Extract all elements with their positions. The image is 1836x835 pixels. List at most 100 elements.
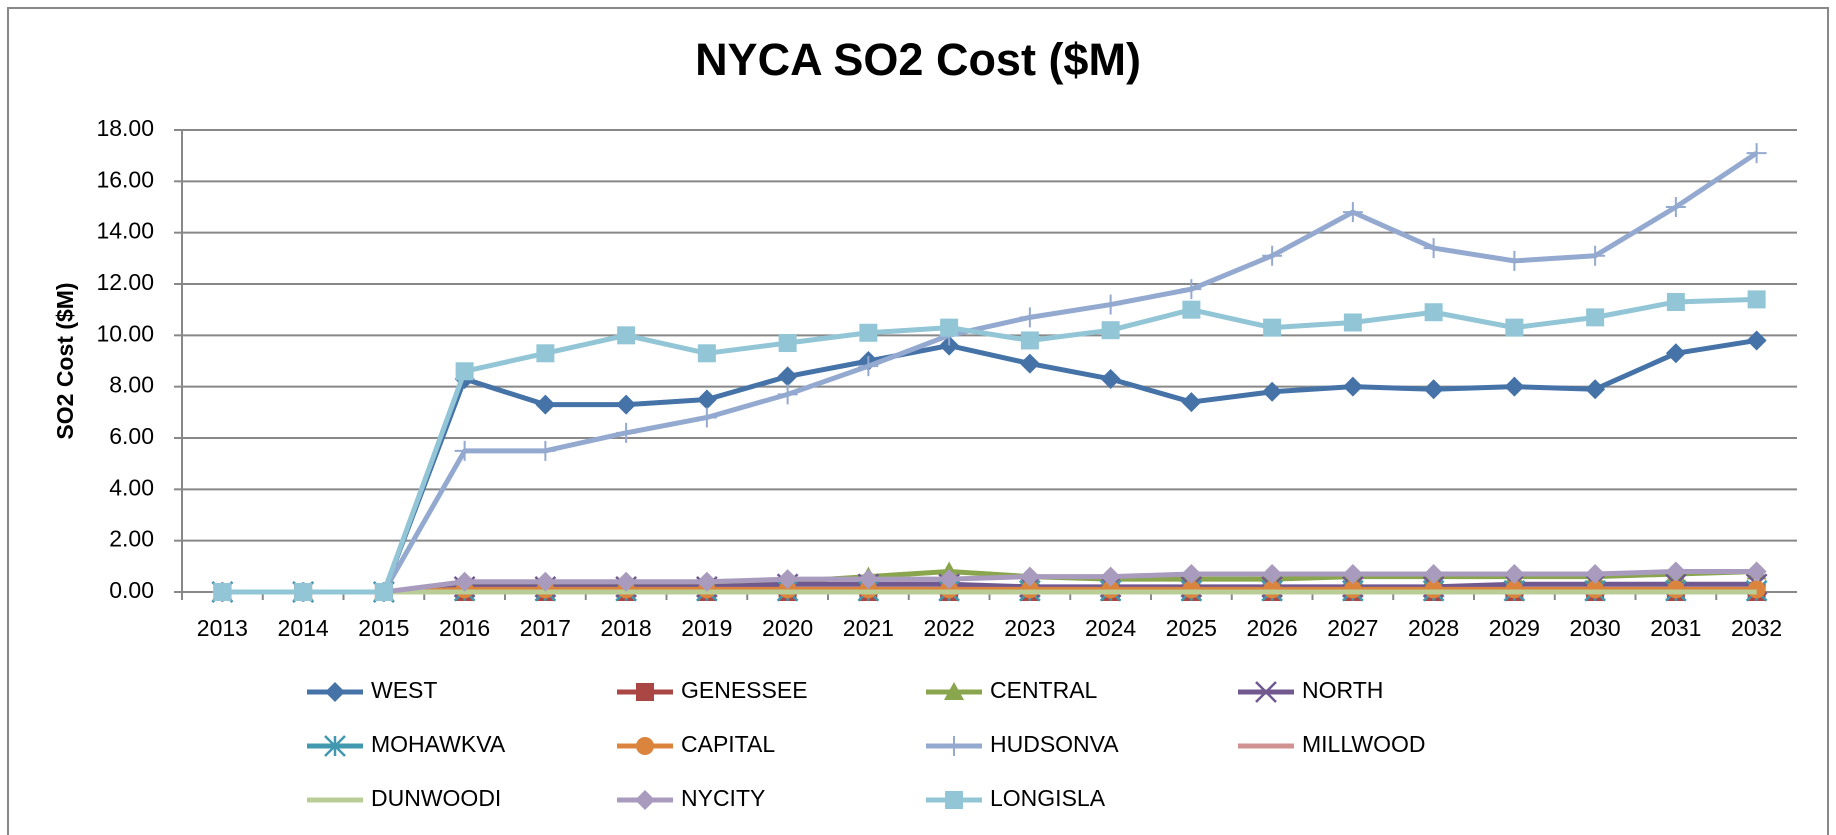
legend-marker [945,791,963,809]
point-marker [1262,381,1283,402]
y-tick-label: 16.00 [96,166,154,192]
point-marker [1019,566,1040,587]
point-marker [454,571,475,592]
point-marker [455,362,474,381]
legend-label: LONGISLA [990,785,1106,811]
point-marker [1100,294,1121,315]
point-marker [1746,330,1767,351]
point-marker [1423,564,1444,585]
point-marker [1342,564,1363,585]
x-tick-label: 2019 [681,615,732,641]
point-marker [1342,376,1363,397]
point-marker [617,326,636,345]
series-line [222,568,1757,595]
y-tick-label: 0.00 [109,577,154,603]
x-tick-label: 2015 [358,615,409,641]
point-marker [777,384,798,405]
chart-title: NYCA SO2 Cost ($M) [695,34,1141,85]
point-marker [535,394,556,415]
legend-marker [944,682,964,700]
y-tick-label: 2.00 [109,526,154,552]
point-marker [777,569,798,590]
point-marker [778,334,797,353]
point-marker [1424,303,1443,322]
legend-label: MOHAWKVA [371,731,506,757]
point-marker [1665,561,1686,582]
point-marker [1182,300,1201,319]
point-marker [1585,245,1606,266]
point-marker [536,344,555,363]
legend-marker [324,735,346,757]
y-tick-label: 12.00 [96,269,154,295]
point-marker [1100,566,1121,587]
point-marker [616,571,637,592]
x-tick-label: 2017 [520,615,571,641]
x-tick-label: 2018 [601,615,652,641]
point-marker [1747,290,1766,309]
point-marker [1019,307,1040,328]
x-tick-label: 2020 [762,615,813,641]
y-tick-label: 18.00 [96,115,154,141]
point-marker [1585,379,1606,400]
y-tick-label: 8.00 [109,372,154,398]
y-tick-label: 4.00 [109,474,154,500]
point-marker [859,323,878,342]
point-marker [1504,250,1525,271]
point-marker [294,583,313,601]
point-marker [1262,564,1283,585]
x-tick-label: 2014 [278,615,329,641]
point-marker [1504,564,1525,585]
legend-marker [944,736,964,756]
point-marker [213,583,232,601]
y-tick-label: 10.00 [96,320,154,346]
point-marker [1101,321,1120,340]
y-axis-label: SO2 Cost ($M) [52,282,78,439]
point-marker [940,318,959,337]
x-tick-label: 2030 [1570,615,1621,641]
point-marker [858,356,879,377]
legend-label: MILLWOOD [1302,731,1426,757]
point-marker [1343,313,1362,332]
series-line [222,151,1759,595]
point-marker [1585,564,1606,585]
legend-label: WEST [371,677,437,703]
point-marker [1263,318,1282,337]
point-marker [1665,197,1686,217]
point-marker [939,335,960,356]
legend-label: NORTH [1302,677,1383,703]
legend-marker [325,682,345,702]
point-marker [1342,202,1363,223]
point-marker [1181,392,1202,413]
x-tick-label: 2028 [1408,615,1459,641]
series-line [222,568,1757,595]
point-marker [1100,368,1121,389]
legend-label: DUNWOODI [371,785,501,811]
point-marker [696,571,717,592]
legend-marker [635,790,655,810]
point-marker [1504,376,1525,397]
point-marker [374,583,393,601]
x-tick-label: 2023 [1004,615,1055,641]
legend-label: HUDSONVA [990,731,1119,757]
point-marker [777,366,798,387]
legend-marker [1255,681,1277,703]
x-tick-label: 2021 [843,615,894,641]
point-marker [1423,379,1444,400]
point-marker [616,422,637,443]
point-marker [1746,561,1767,582]
chart-frame [7,7,1829,835]
x-tick-label: 2024 [1085,615,1136,641]
point-marker [1586,308,1605,327]
point-marker [1181,279,1202,300]
point-marker [939,569,960,590]
point-marker [1262,245,1283,266]
x-tick-label: 2032 [1731,615,1782,641]
legend-label: CAPITAL [681,731,775,757]
point-marker [1747,580,1766,599]
y-tick-label: 6.00 [109,423,154,449]
legend-marker [636,737,654,755]
point-marker [696,407,717,428]
point-marker [535,571,556,592]
x-tick-label: 2016 [439,615,490,641]
